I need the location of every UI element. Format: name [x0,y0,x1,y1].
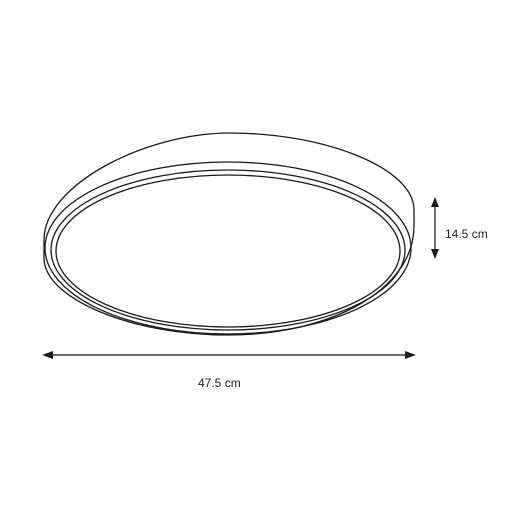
width-arrow-head-left [42,351,53,359]
height-label: 14.5 cm [445,227,488,241]
height-arrow-head-top [431,197,439,207]
width-dimension: 47.5 cm [42,351,416,390]
ceiling-lamp-outline [43,132,415,336]
width-arrow-head-right [405,351,416,359]
lamp-front-rim [44,161,412,335]
width-label: 47.5 cm [198,376,241,390]
height-arrow-head-bottom [431,249,439,259]
lamp-diffuser-ring-inner [55,174,401,328]
lamp-housing-outer-edge [43,132,415,336]
height-dimension: 14.5 cm [431,197,488,259]
lamp-diffuser-ring-outer [50,169,406,331]
